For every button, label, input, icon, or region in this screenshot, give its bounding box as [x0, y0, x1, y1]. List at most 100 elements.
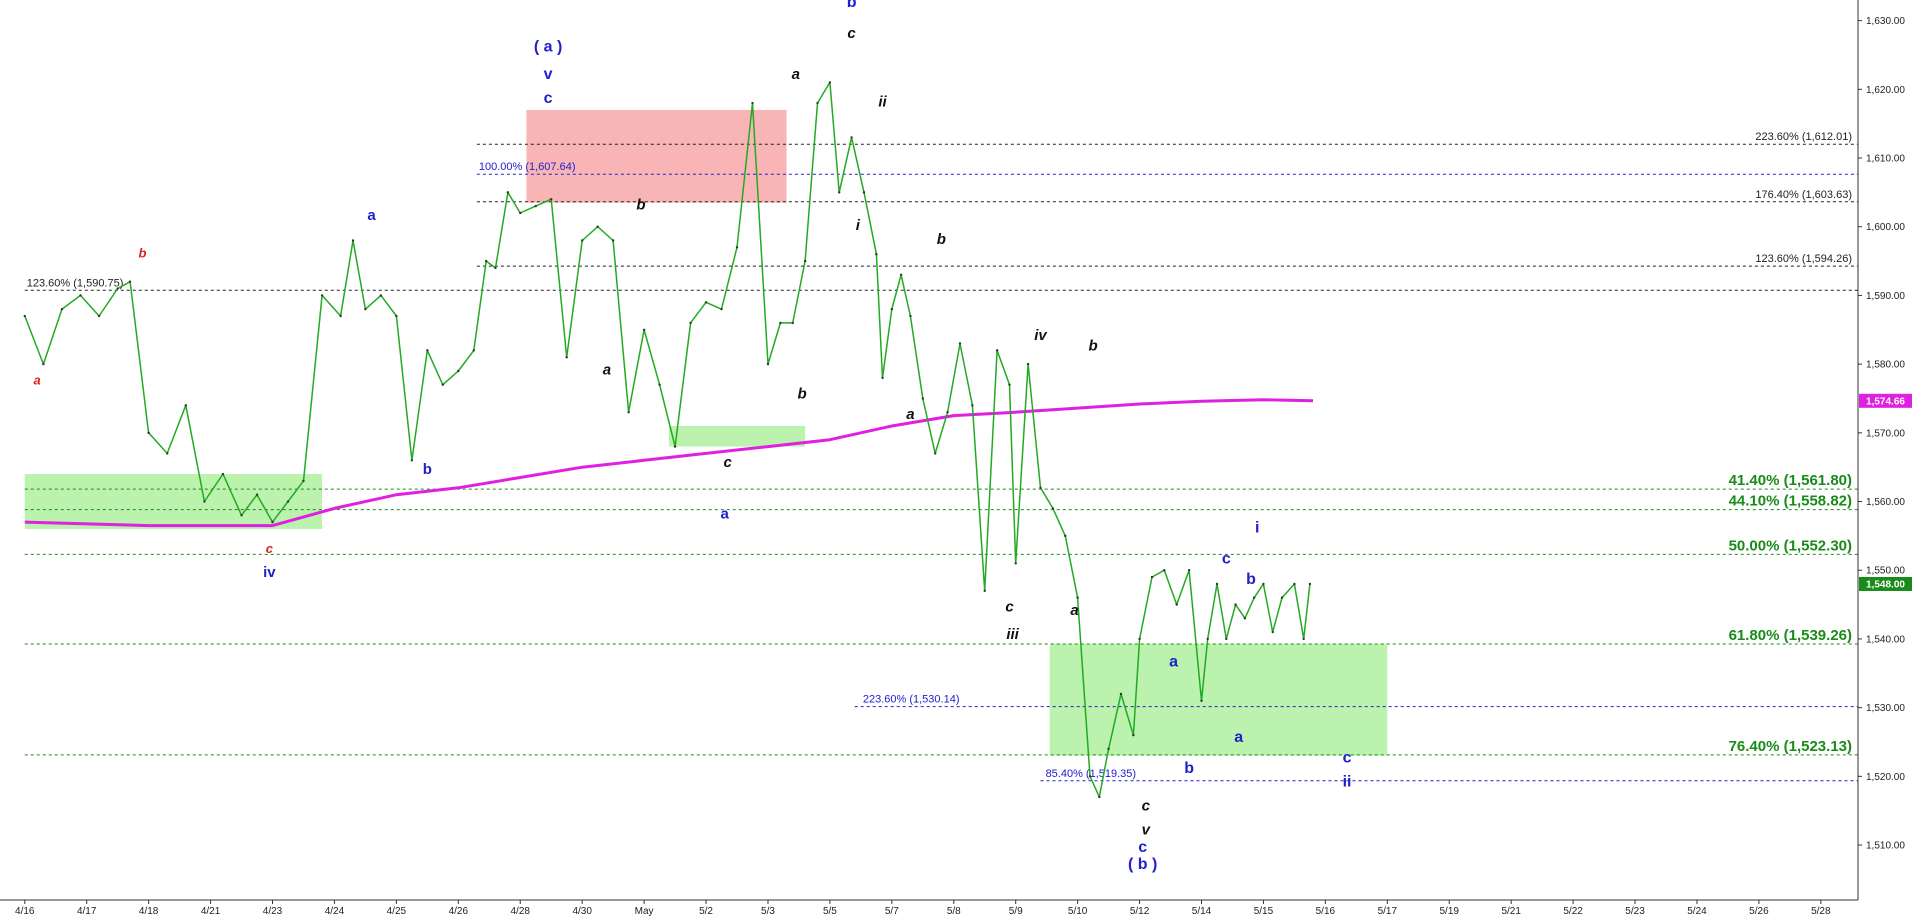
x-tick-label: 5/2 [699, 906, 713, 917]
fibonacci-levels: 223.60% (1,612.01) 100.00% (1,607.64) 176.… [24, 131, 1858, 782]
fib-level-label: 41.40% (1,561.80) [1729, 472, 1852, 489]
wave-label: ( b ) [1128, 856, 1157, 873]
y-tick-label: 1,550.00 [1866, 566, 1905, 577]
wave-label: b [423, 461, 432, 478]
x-tick-label: 5/8 [947, 906, 961, 917]
wave-label: v [544, 66, 553, 83]
price-point [921, 397, 925, 400]
price-point [550, 198, 553, 201]
price-point [1119, 692, 1123, 696]
price-point [816, 101, 819, 105]
price-point [1138, 637, 1141, 641]
price-point [1107, 747, 1110, 751]
wave-label: b [1089, 337, 1098, 354]
price-point [116, 287, 119, 290]
ma-price-tag-text: 1,574.66 [1866, 396, 1905, 407]
fib-level-label: 85.40% (1,519.35) [1046, 768, 1137, 780]
wave-label: a [792, 66, 800, 83]
wave-label: b [636, 197, 645, 214]
price-point [971, 404, 974, 407]
price-point [1051, 507, 1055, 510]
x-tick-label: 5/28 [1811, 906, 1831, 917]
price-point [1064, 534, 1067, 538]
price-point [339, 314, 342, 318]
shaded-zone-0 [24, 474, 323, 530]
wave-label: b [937, 231, 946, 248]
wave-label: c [1343, 750, 1352, 767]
price-point [933, 452, 937, 455]
price-point [60, 307, 64, 311]
wave-label: c [724, 454, 733, 471]
price-point [1088, 775, 1092, 778]
price-point [1225, 637, 1228, 641]
x-tick-label: 5/21 [1501, 906, 1521, 917]
fib-level-label: 61.80% (1,539.26) [1729, 627, 1852, 644]
wave-label: v [1142, 822, 1152, 839]
price-tags: 1,574.66 1,548.00 [1859, 393, 1912, 591]
wave-label: b [847, 0, 857, 11]
x-tick-label: 5/10 [1068, 906, 1088, 917]
price-point [1026, 362, 1030, 366]
price-point [1262, 582, 1265, 586]
price-point [1252, 596, 1256, 599]
price-point [611, 239, 615, 242]
price-point [850, 136, 853, 139]
price-point [302, 479, 305, 483]
ma-price-tag-box [1859, 393, 1912, 408]
price-point [673, 445, 677, 448]
price-point [1014, 562, 1017, 565]
price-point [881, 376, 884, 380]
wave-label: c [1222, 550, 1231, 567]
x-tick-label: May [635, 906, 654, 917]
wave-label: a [603, 361, 611, 378]
price-point [271, 520, 274, 524]
wave-label: iv [263, 564, 276, 581]
wave-label: a [1234, 729, 1243, 746]
price-point [1271, 630, 1274, 634]
price-point [909, 314, 912, 318]
price-point [1150, 575, 1154, 579]
wave-label: a [906, 406, 914, 423]
wave-label: c [847, 25, 856, 42]
y-tick-label: 1,530.00 [1866, 703, 1905, 714]
price-point [128, 280, 132, 283]
x-tick-label: 5/23 [1625, 906, 1645, 917]
fib-level-label: 176.40% (1,603.63) [1755, 189, 1852, 201]
price-point [506, 191, 510, 194]
x-tick-label: 5/22 [1563, 906, 1583, 917]
moving-average-line [24, 398, 1314, 528]
y-tick-label: 1,560.00 [1866, 497, 1905, 508]
price-point [862, 191, 866, 194]
price-point [410, 459, 414, 462]
x-tick-label: 5/5 [823, 906, 837, 917]
price-point [221, 472, 225, 476]
price-point [240, 514, 243, 517]
price-point [320, 294, 324, 297]
price-point [1098, 795, 1101, 799]
wave-label: a [1070, 602, 1078, 619]
x-tick-label: 4/30 [572, 906, 592, 917]
wave-label: i [1255, 519, 1259, 536]
wave-label: a [367, 207, 376, 224]
y-tick-label: 1,630.00 [1866, 16, 1905, 27]
price-point [472, 349, 475, 352]
price-point [958, 342, 962, 345]
price-point [1234, 603, 1237, 606]
x-tick-label: 4/16 [15, 906, 35, 917]
y-tick-label: 1,540.00 [1866, 634, 1905, 645]
price-point [42, 362, 45, 366]
price-point [704, 301, 708, 304]
fib-level-label: 223.60% (1,530.14) [863, 694, 960, 706]
shaded-zones [24, 109, 1388, 756]
x-tick-label: 5/24 [1687, 906, 1707, 917]
price-point [1206, 637, 1209, 641]
x-tick-label: 5/17 [1378, 906, 1398, 917]
fib-level-label: 76.40% (1,523.13) [1729, 738, 1852, 755]
price-point [642, 328, 646, 331]
shaded-zone-2 [668, 425, 806, 447]
price-point [1175, 603, 1178, 606]
price-point [689, 321, 692, 325]
fib-level-label: 44.10% (1,558.82) [1729, 493, 1852, 510]
price-point [1215, 582, 1219, 586]
